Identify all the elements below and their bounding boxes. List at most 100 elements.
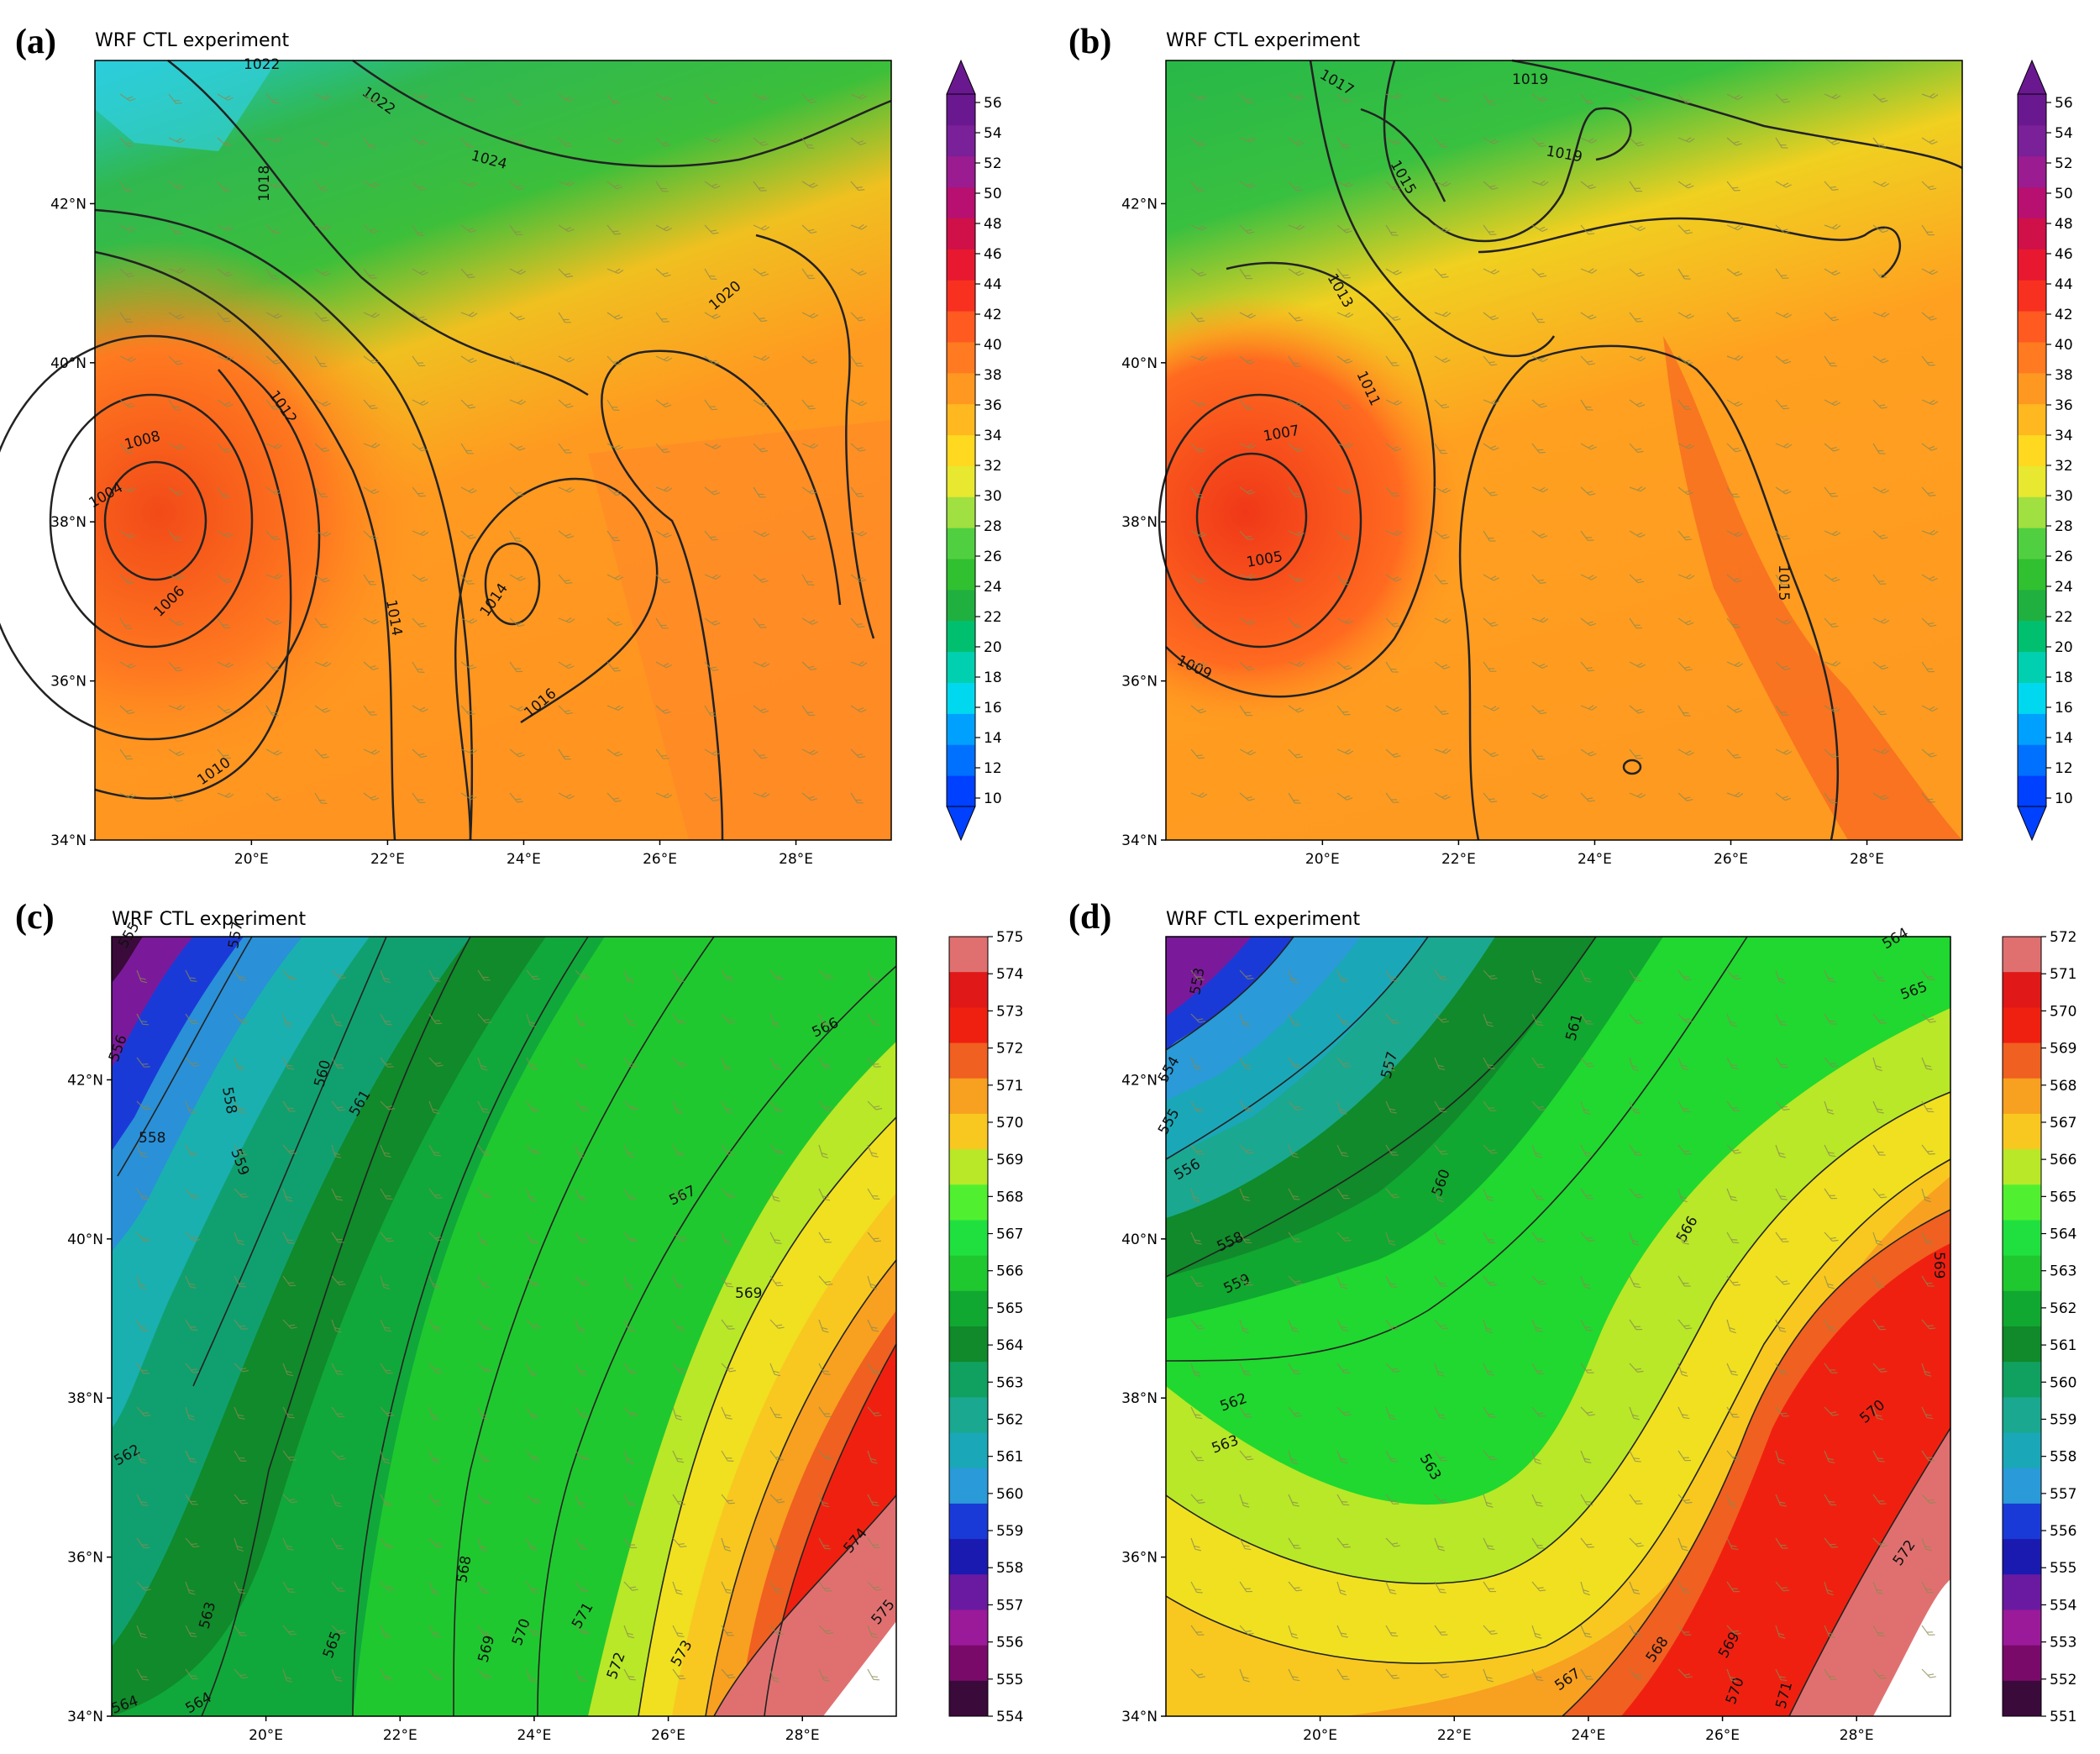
colorbar-swatch bbox=[2018, 311, 2046, 343]
wind-barb bbox=[1580, 268, 1598, 274]
wind-barb bbox=[606, 93, 621, 105]
wind-barb bbox=[867, 1188, 880, 1200]
wind-barb bbox=[1629, 1188, 1644, 1199]
wind-barb bbox=[412, 792, 426, 804]
wind-barb bbox=[1483, 1188, 1494, 1202]
wind-barb bbox=[428, 1013, 443, 1025]
colorbar-tick-label: 36 bbox=[2055, 397, 2073, 414]
wind-barb bbox=[217, 574, 233, 584]
wind-barb bbox=[1531, 268, 1547, 278]
colorbar-swatch bbox=[947, 496, 975, 528]
colorbar-swatch bbox=[2018, 434, 2046, 466]
wind-barb bbox=[1629, 443, 1644, 453]
wind-barb bbox=[509, 355, 524, 366]
wind-barb bbox=[721, 1188, 736, 1198]
wind-barb bbox=[1677, 1406, 1690, 1420]
colorbar-tick-label: 559 bbox=[2050, 1411, 2076, 1428]
wind-barb bbox=[1239, 1668, 1250, 1683]
wind-barb bbox=[1288, 1581, 1303, 1592]
wind-barb bbox=[282, 1581, 296, 1593]
wind-barb bbox=[1921, 92, 1939, 99]
wind-barb bbox=[1677, 705, 1691, 717]
latitude-tick-label: 34°N bbox=[1121, 1709, 1158, 1725]
wind-barb bbox=[265, 661, 281, 671]
wind-barb bbox=[119, 355, 137, 362]
wind-barb bbox=[1580, 224, 1595, 235]
wind-barb bbox=[753, 705, 769, 713]
colorbar-tick-label: 28 bbox=[984, 518, 1002, 535]
wind-barb bbox=[1483, 969, 1498, 979]
wind-barb bbox=[1629, 969, 1642, 982]
wind-barb bbox=[1239, 93, 1254, 103]
wind-barb bbox=[753, 312, 768, 323]
colorbar-swatch bbox=[949, 937, 988, 973]
wind-barb bbox=[867, 969, 879, 984]
wind-barb bbox=[704, 748, 721, 756]
wind-barb bbox=[168, 617, 185, 626]
wind-barb bbox=[1677, 1275, 1691, 1287]
wind-barb bbox=[314, 792, 328, 804]
wind-barb bbox=[477, 1537, 488, 1552]
panel-c-wind-barbs bbox=[136, 969, 883, 1683]
wind-barb bbox=[1239, 617, 1256, 625]
colorbar-swatch bbox=[2018, 589, 2046, 622]
wind-barb bbox=[1531, 792, 1548, 800]
wind-barb bbox=[1239, 705, 1253, 717]
wind-barb bbox=[1726, 1057, 1739, 1069]
wind-barb bbox=[136, 1494, 149, 1506]
colorbar-swatch bbox=[2003, 1184, 2041, 1221]
wind-barb bbox=[1775, 1537, 1788, 1549]
wind-barb bbox=[850, 660, 868, 667]
wind-barb bbox=[818, 969, 834, 979]
wind-barb bbox=[331, 1231, 344, 1243]
wind-barb bbox=[1239, 1537, 1252, 1551]
wind-barb bbox=[185, 1668, 199, 1680]
wind-barb bbox=[1921, 529, 1939, 536]
wind-barb bbox=[606, 530, 621, 542]
wind-barb bbox=[1483, 792, 1498, 803]
wind-barb bbox=[769, 1581, 783, 1593]
colorbar-tick-label: 572 bbox=[996, 1041, 1023, 1058]
wind-barb bbox=[477, 1188, 492, 1198]
wind-barb bbox=[769, 1100, 783, 1112]
wind-barb bbox=[314, 574, 330, 583]
wind-barb bbox=[1239, 1057, 1252, 1069]
wind-barb bbox=[1677, 486, 1694, 496]
wind-barb bbox=[234, 1100, 246, 1113]
wind-barb bbox=[1921, 661, 1935, 673]
latitude-tick-label: 38°N bbox=[50, 514, 87, 531]
wind-barb bbox=[1872, 443, 1886, 454]
wind-barb bbox=[412, 574, 428, 582]
wind-barb bbox=[265, 136, 283, 143]
wind-barb bbox=[575, 1013, 586, 1027]
wind-barb bbox=[1434, 1144, 1448, 1155]
wind-barb bbox=[136, 1406, 151, 1417]
wind-barb bbox=[509, 268, 527, 275]
wind-barb bbox=[558, 661, 575, 670]
colorbar-swatch bbox=[947, 589, 975, 622]
wind-barb bbox=[185, 1363, 200, 1373]
longitude-tick-label: 22°E bbox=[370, 851, 405, 868]
wind-barb bbox=[282, 1100, 296, 1112]
wind-barb bbox=[363, 617, 380, 625]
wind-barb bbox=[1288, 1275, 1303, 1285]
wind-barb bbox=[1239, 355, 1255, 365]
wind-barb bbox=[867, 1363, 880, 1374]
wind-barb bbox=[1726, 1668, 1737, 1683]
wind-barb bbox=[1872, 399, 1887, 409]
wind-barb bbox=[1775, 93, 1790, 103]
wind-barb bbox=[575, 1668, 586, 1682]
wind-barb bbox=[1921, 312, 1937, 321]
wind-barb bbox=[769, 1275, 784, 1287]
wind-barb bbox=[850, 268, 867, 276]
wind-barb bbox=[526, 1625, 541, 1636]
wind-barb bbox=[363, 486, 380, 495]
wind-barb bbox=[655, 792, 673, 799]
wind-barb bbox=[1434, 969, 1448, 980]
wind-barb bbox=[1726, 1188, 1738, 1202]
panel-b-title: WRF CTL experiment bbox=[1166, 30, 1361, 51]
wind-barb bbox=[1190, 705, 1207, 714]
wind-barb bbox=[1726, 1144, 1741, 1154]
wind-barb bbox=[672, 1625, 685, 1637]
latitude-tick-label: 38°N bbox=[1121, 514, 1158, 531]
